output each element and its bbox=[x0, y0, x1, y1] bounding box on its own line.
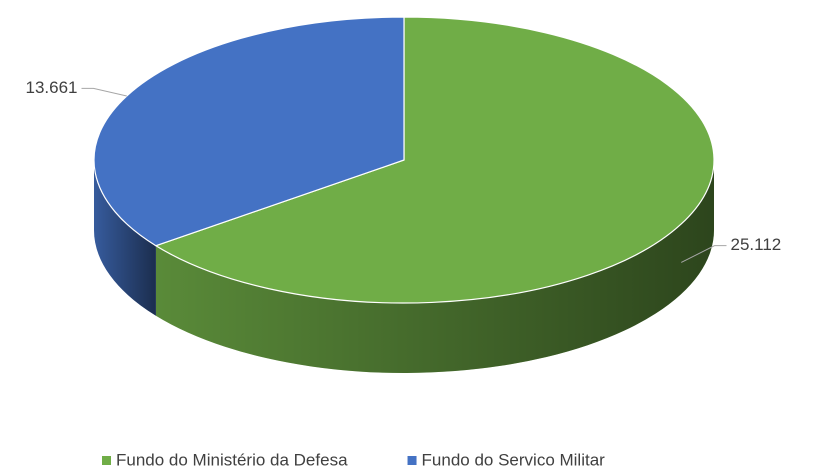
pie-slice bbox=[93, 16, 405, 247]
data-label: 25.112 bbox=[731, 235, 782, 254]
leader-line bbox=[81, 87, 127, 97]
pie-slice bbox=[154, 16, 715, 304]
legend-swatch bbox=[407, 456, 417, 465]
pie-side-shade bbox=[155, 160, 715, 374]
leader-line bbox=[681, 245, 727, 263]
legend-swatch bbox=[102, 456, 111, 465]
legend-label: Fundo do Servico Militar bbox=[422, 450, 606, 469]
data-label: 13.661 bbox=[25, 78, 77, 97]
legend-label: Fundo do Ministério da Defesa bbox=[116, 450, 348, 469]
pie-side-shade bbox=[94, 160, 156, 316]
